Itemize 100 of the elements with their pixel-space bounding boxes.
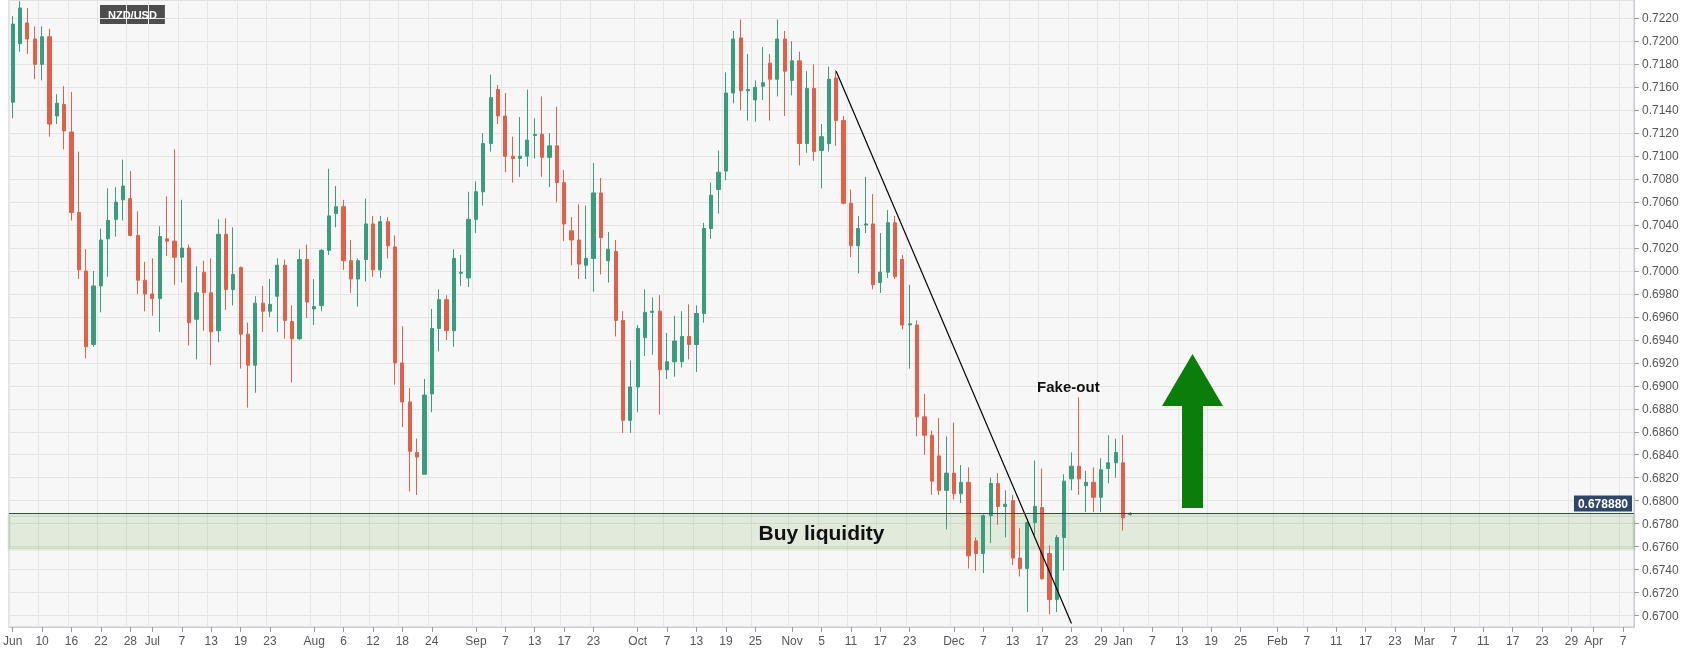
candlestick [606, 231, 610, 283]
candlestick [886, 209, 890, 279]
candlestick [430, 308, 434, 413]
y-tick-label: 0.6760 [1642, 539, 1680, 554]
candlestick [702, 222, 706, 324]
candlestick [841, 115, 846, 205]
x-tick-label: 17 [1358, 634, 1373, 648]
x-tick-label: 7 [1149, 634, 1157, 648]
x-tick-label: 25 [1233, 634, 1248, 648]
candlestick [216, 218, 221, 343]
candlestick [856, 215, 860, 274]
candlestick [1106, 434, 1110, 484]
candlestick [628, 360, 632, 434]
candlestick [599, 177, 603, 275]
x-tick-label: 16 [64, 634, 79, 648]
candlestick [1062, 473, 1066, 572]
x-tick-label: 7 [501, 634, 509, 648]
candlestick [371, 215, 375, 278]
x-tick-label: 7 [663, 634, 671, 648]
candlestick [334, 185, 338, 228]
y-tick-label: 0.6780 [1642, 516, 1680, 531]
candlestick [952, 422, 956, 501]
candlestick [327, 168, 331, 256]
candlestick [62, 85, 66, 150]
candlestick [349, 239, 353, 294]
candlestick [202, 260, 206, 332]
x-tick-label: 29 [1094, 634, 1108, 648]
candlestick [364, 198, 368, 282]
candlestick [297, 248, 302, 341]
candlestick [746, 53, 750, 122]
x-tick-label: Mar [1414, 634, 1435, 648]
candlestick [849, 188, 853, 258]
candlestick [261, 285, 265, 333]
x-tick-label: 23 [263, 634, 277, 648]
x-tick-label: 10 [35, 634, 50, 648]
x-tick-label: 12 [366, 634, 380, 648]
y-tick-label: 0.7000 [1642, 264, 1680, 279]
candlestick [224, 217, 228, 311]
candlestick [1099, 457, 1103, 513]
candlestick [739, 19, 743, 111]
candlestick [974, 536, 978, 572]
candlestick [893, 215, 897, 280]
candlestick [283, 259, 287, 340]
candlestick [312, 278, 316, 326]
candlestick [18, 0, 22, 53]
y-tick-label: 0.6940 [1642, 332, 1680, 347]
candlestick [724, 71, 728, 181]
candlestick [158, 225, 162, 333]
candlestick [194, 265, 199, 360]
y-tick-label: 0.7220 [1642, 11, 1680, 26]
x-tick-label: 23 [1388, 634, 1403, 648]
candlestick [805, 70, 809, 154]
candlestick [834, 69, 838, 147]
candlestick [1003, 489, 1007, 538]
candlestick [812, 63, 816, 162]
y-tick-label: 0.6700 [1642, 608, 1680, 623]
x-tick-label: 23 [586, 634, 601, 648]
candlestick [827, 66, 831, 153]
x-tick-label: 28 [123, 634, 138, 648]
candlestick [761, 46, 765, 101]
candlestick [540, 95, 544, 178]
candlestick [775, 19, 779, 97]
y-tick-label: 0.6820 [1642, 470, 1680, 485]
candlestick [47, 28, 52, 138]
x-tick-label: Aug [303, 634, 325, 648]
x-tick-label: 13 [1175, 634, 1189, 648]
y-tick-label: 0.6920 [1642, 355, 1680, 370]
ref-line-label: 0.678880 [1577, 496, 1629, 511]
x-tick-label: Sep [465, 634, 487, 648]
y-tick-label: 0.6880 [1642, 401, 1680, 416]
candlestick [400, 325, 404, 428]
x-tick-label: 7 [1303, 634, 1311, 648]
candlestick [180, 199, 184, 283]
x-tick-label: 29 [1564, 634, 1579, 648]
candlestick [790, 40, 794, 96]
x-tick-label: 25 [748, 634, 763, 648]
candlestick [511, 136, 515, 184]
candlestick [1077, 396, 1081, 496]
candlestick [136, 210, 140, 295]
candlestick [989, 477, 993, 544]
y-tick-label: 0.7200 [1642, 34, 1680, 49]
candlestick [422, 378, 427, 475]
x-tick-label: 5 [818, 634, 826, 648]
candlestick [687, 303, 691, 360]
candlestick [481, 132, 485, 207]
x-tick-label: Jun [2, 634, 23, 648]
candlestick [672, 315, 677, 378]
x-tick-label: 7 [1619, 634, 1627, 648]
candlestick [150, 257, 154, 317]
candlestick [25, 7, 29, 55]
candlestick [680, 310, 684, 368]
y-tick-label: 0.7100 [1642, 149, 1680, 164]
x-tick-label: 23 [1064, 634, 1079, 648]
x-tick-label: Nov [781, 634, 803, 648]
candlestick [121, 159, 125, 221]
x-tick-label: 6 [340, 634, 348, 648]
candlestick [547, 132, 552, 188]
candlestick [937, 417, 941, 496]
x-tick-label: Jul [144, 634, 161, 648]
candlestick [981, 513, 985, 574]
